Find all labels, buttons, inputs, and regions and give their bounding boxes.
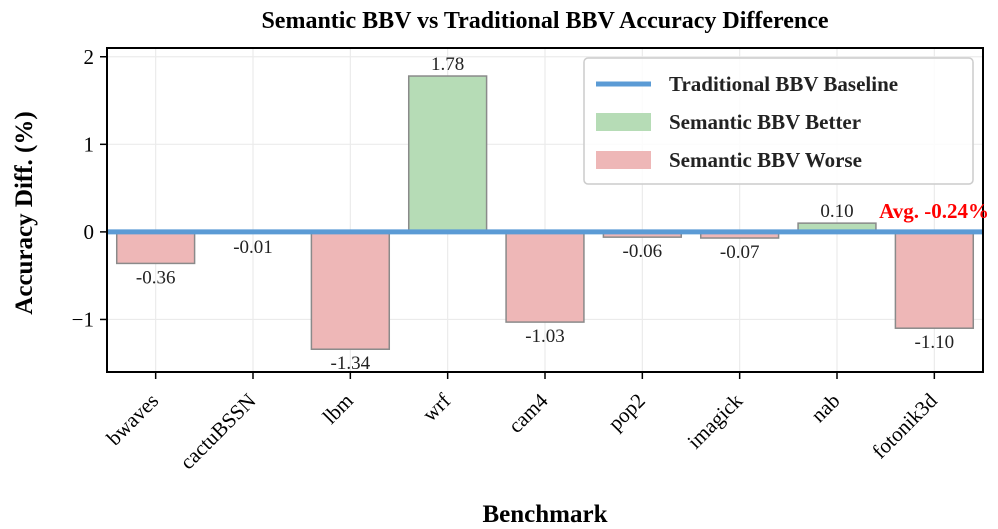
legend-box xyxy=(583,57,974,185)
data-label-cactuBSSN: -0.01 xyxy=(233,237,273,258)
y-tick-label: 0 xyxy=(84,220,95,244)
y-tick-label: 1 xyxy=(84,132,95,156)
chart-title: Semantic BBV vs Traditional BBV Accuracy… xyxy=(261,8,828,34)
legend-label-2: Semantic BBV Worse xyxy=(669,148,862,172)
legend: Traditional BBV Baseline Semantic BBV Bet… xyxy=(583,57,974,185)
data-label-cam4: -1.03 xyxy=(525,326,565,347)
average-annotation: Avg. -0.24% xyxy=(879,199,989,223)
x-tick-label-imagick: imagick xyxy=(682,388,747,453)
legend-swatch-better xyxy=(596,113,651,131)
data-label-lbm: -1.34 xyxy=(331,353,371,374)
x-tick-label-pop2: pop2 xyxy=(603,389,650,436)
data-label-pop2: -0.06 xyxy=(623,241,663,262)
x-tick-label-lbm: lbm xyxy=(318,389,358,429)
data-label-nab: 0.10 xyxy=(820,201,853,222)
legend-label-0: Traditional BBV Baseline xyxy=(669,72,898,96)
bar-wrf xyxy=(407,75,488,233)
data-labels: -0.36 -0.01 -1.34 1.78 -1.03 -0.06 -0.07 0.10 -1… xyxy=(136,54,954,374)
data-label-fotonik3d: -1.10 xyxy=(915,332,955,353)
bar-lbm xyxy=(310,231,391,350)
bar-bwaves xyxy=(115,231,196,265)
y-axis-label: Accuracy Diff. (%) xyxy=(11,111,38,314)
bar-fotonik3d xyxy=(894,231,975,329)
x-tick-label-cam4: cam4 xyxy=(503,388,552,437)
legend-label-1: Semantic BBV Better xyxy=(669,110,861,134)
y-tick-label: −1 xyxy=(72,307,94,331)
y-axis: −1 0 1 2 xyxy=(72,45,107,331)
x-tick-label-wrf: wrf xyxy=(418,389,456,427)
x-tick-label-nab: nab xyxy=(806,389,844,427)
x-axis: bwaves cactuBSSN lbm wrf cam4 pop2 imagick nab f… xyxy=(102,372,942,474)
x-tick-label-fotonik3d: fotonik3d xyxy=(867,388,942,463)
x-axis-label: Benchmark xyxy=(483,501,608,528)
y-tick-label: 2 xyxy=(84,45,95,69)
legend-swatch-worse xyxy=(596,151,651,169)
data-label-bwaves: -0.36 xyxy=(136,267,176,288)
x-tick-label-cactuBSSN: cactuBSSN xyxy=(175,389,260,474)
data-label-wrf: 1.78 xyxy=(431,54,464,75)
x-tick-label-bwaves: bwaves xyxy=(102,389,164,451)
bar-cam4 xyxy=(505,231,585,323)
data-label-imagick: -0.07 xyxy=(720,242,760,263)
